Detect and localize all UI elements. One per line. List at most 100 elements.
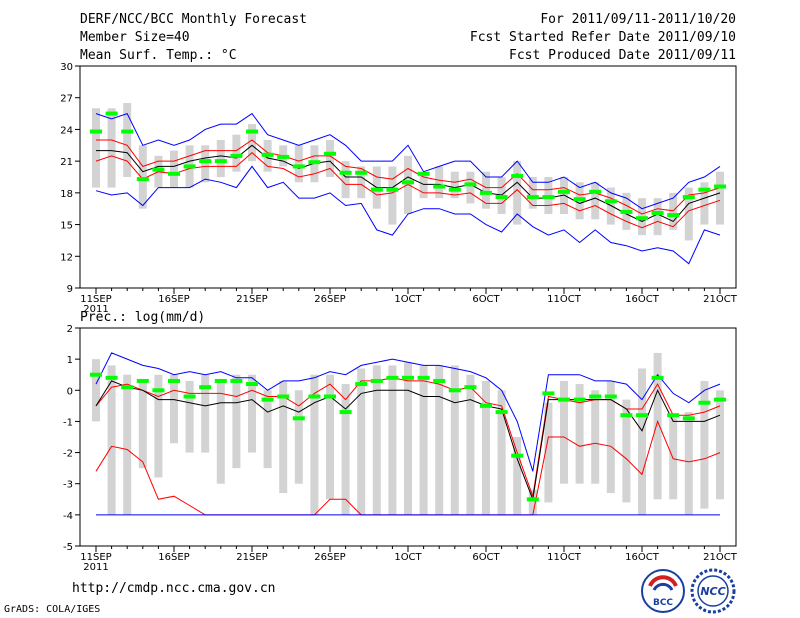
ensemble-mark: [667, 413, 680, 418]
x-tick-label: 1OCT: [394, 294, 422, 305]
ensemble-mark: [573, 197, 586, 202]
box-bar: [528, 489, 537, 515]
x-tick-label: 16OCT: [625, 552, 660, 563]
ensemble-mark: [495, 195, 508, 200]
ensemble-mark: [714, 397, 726, 402]
ensemble-mark: [246, 382, 258, 387]
x-tick-label: 11OCT: [547, 552, 582, 563]
y-tick-label: 2: [67, 324, 73, 335]
ensemble-mark: [292, 164, 305, 169]
ensemble-mark: [292, 416, 305, 421]
grads-credit: GrADS: COLA/IGES: [4, 604, 101, 615]
svg-text:NCC: NCC: [700, 585, 725, 598]
ensemble-mark: [417, 375, 430, 380]
box-bar: [700, 182, 709, 225]
box-bar: [669, 192, 678, 230]
box-bar: [669, 415, 678, 500]
ensemble-mark: [402, 180, 414, 185]
x-tick-label: 16SEP: [158, 294, 189, 305]
box-bar: [294, 390, 303, 484]
x-tick-year: 2011: [83, 304, 108, 315]
box-bar: [341, 161, 350, 199]
x-tick-label: 21SEP: [236, 294, 267, 305]
box-bar: [185, 380, 194, 453]
series-line-min: [95, 165, 721, 265]
source-url[interactable]: http://cmdp.ncc.cma.gov.cn: [72, 581, 276, 596]
ensemble-mark: [105, 111, 118, 116]
ensemble-mark: [620, 209, 633, 214]
ensemble-mark: [136, 378, 149, 383]
box-bar: [450, 171, 459, 199]
ensemble-mark: [573, 397, 586, 402]
box-bar: [357, 166, 366, 199]
ensemble-mark: [682, 195, 695, 200]
ensemble-mark: [121, 129, 134, 134]
ensemble-mark: [90, 129, 102, 134]
x-tick-label: 6OCT: [472, 552, 500, 563]
ensemble-mark: [168, 171, 180, 176]
box-bar: [107, 365, 116, 515]
bcc-logo: BCC: [641, 569, 685, 613]
ensemble-mark: [308, 394, 321, 399]
ensemble-mark: [464, 385, 477, 390]
box-bar: [513, 161, 522, 225]
ensemble-mark: [589, 189, 602, 194]
box-bar: [435, 166, 444, 199]
box-bar: [606, 187, 615, 225]
y-tick-label: 0: [67, 386, 73, 397]
ensemble-mark: [277, 394, 290, 399]
ensemble-mark: [480, 403, 492, 408]
ensemble-mark: [90, 372, 102, 377]
box-bar: [513, 437, 522, 515]
box-bar: [263, 390, 272, 469]
variable-label: Mean Surf. Temp.: °C: [80, 48, 237, 63]
box-bar: [638, 368, 646, 515]
series-line-median: [95, 380, 721, 502]
box-bar: [341, 384, 350, 515]
series-line-max: [95, 352, 721, 472]
box-bar: [326, 374, 334, 500]
box-bar: [435, 365, 444, 515]
ensemble-mark: [386, 187, 399, 192]
ensemble-mark: [526, 497, 539, 502]
ensemble-mark: [339, 410, 352, 415]
ensemble-mark: [480, 190, 492, 195]
ensemble-mark: [448, 187, 461, 192]
y-tick-label: 18: [60, 189, 73, 200]
ensemble-mark: [246, 129, 258, 134]
y-tick-label: 12: [60, 252, 73, 263]
y-tick-label: -3: [63, 480, 73, 491]
box-bar: [404, 362, 412, 515]
ensemble-mark: [386, 375, 399, 380]
box-bar: [107, 108, 116, 188]
ensemble-mark: [121, 385, 134, 390]
forecast-produced-date: Fcst Produced Date 2011/09/11: [509, 48, 736, 63]
ensemble-mark: [136, 177, 149, 182]
box-bar: [232, 134, 241, 172]
ensemble-mark: [511, 453, 524, 458]
box-bar: [310, 374, 319, 515]
chart-title: DERF/NCC/BCC Monthly Forecast: [80, 12, 307, 27]
box-bar: [684, 187, 693, 241]
box-bar: [279, 380, 288, 494]
box-bar: [497, 390, 506, 515]
x-tick-label: 26SEP: [314, 552, 345, 563]
ensemble-mark: [464, 182, 477, 187]
box-bar: [138, 380, 147, 469]
box-bar: [294, 145, 303, 183]
box-bar: [92, 108, 100, 188]
ensemble-mark: [542, 391, 555, 396]
ensemble-mark: [526, 195, 539, 200]
ensemble-mark: [682, 416, 695, 421]
ensemble-mark: [620, 413, 633, 418]
ncc-logo: NCC: [690, 568, 736, 614]
precip-label: Prec.: log(mm/d): [80, 310, 206, 325]
x-tick-label: 21SEP: [236, 552, 267, 563]
box-bar: [560, 380, 568, 484]
ensemble-mark: [152, 167, 165, 172]
box-bar: [528, 177, 537, 209]
ensemble-mark: [324, 151, 336, 156]
ensemble-mark: [417, 171, 430, 176]
ensemble-mark: [511, 173, 524, 178]
y-tick-label: 30: [60, 62, 73, 73]
